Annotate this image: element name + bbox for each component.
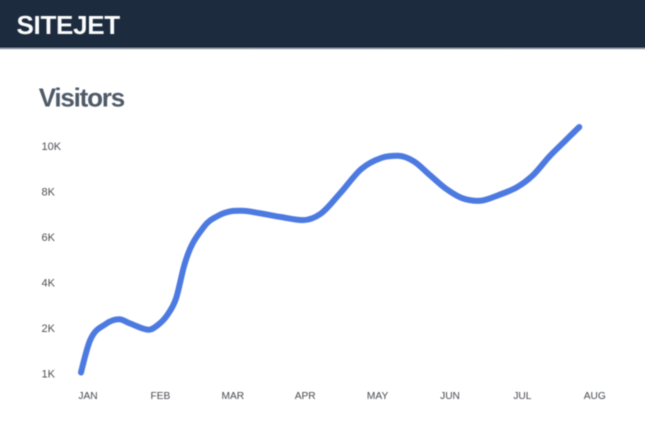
svg-text:10K: 10K <box>42 141 62 153</box>
svg-text:MAY: MAY <box>367 391 389 402</box>
svg-text:1K: 1K <box>42 369 56 381</box>
svg-text:SITEJET: SITEJET <box>17 10 121 40</box>
svg-text:APR: APR <box>295 391 316 402</box>
svg-text:2K: 2K <box>42 323 56 335</box>
svg-text:MAR: MAR <box>221 391 244 402</box>
svg-text:AUG: AUG <box>584 391 606 402</box>
svg-text:JAN: JAN <box>78 391 97 402</box>
svg-text:JUL: JUL <box>513 391 531 402</box>
svg-text:8K: 8K <box>42 187 56 199</box>
svg-text:6K: 6K <box>42 232 56 244</box>
svg-text:FEB: FEB <box>150 391 170 402</box>
svg-text:4K: 4K <box>42 278 56 290</box>
svg-text:JUN: JUN <box>440 391 460 402</box>
svg-text:Visitors: Visitors <box>39 82 125 112</box>
